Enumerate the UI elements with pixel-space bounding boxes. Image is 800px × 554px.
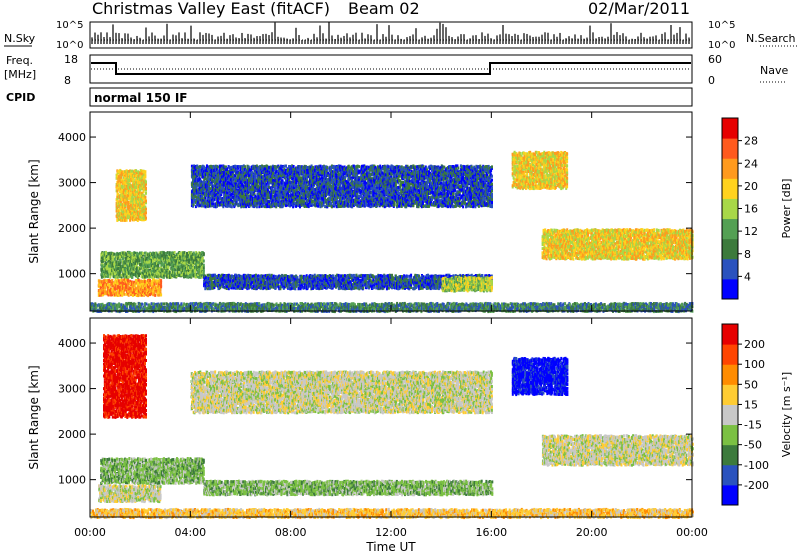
echo-cell xyxy=(406,275,408,278)
date-label: 02/Mar/2011 xyxy=(588,0,690,18)
echo-cell xyxy=(149,279,151,282)
echo-cell xyxy=(113,253,115,256)
echo-cell xyxy=(201,195,203,198)
echo-cell xyxy=(203,264,205,267)
echo-cell xyxy=(333,275,335,278)
echo-cell xyxy=(251,285,253,288)
nsearch-tick-bottom: 10^0 xyxy=(708,40,735,51)
echo-cell xyxy=(477,274,479,277)
echo-cell xyxy=(198,268,200,271)
echo-cell xyxy=(168,266,170,269)
echo-cell xyxy=(130,290,132,293)
echo-cell xyxy=(203,252,205,255)
echo-cell xyxy=(213,203,215,206)
echo-cell xyxy=(157,264,159,267)
echo-cell xyxy=(142,252,144,255)
echo-cell xyxy=(316,287,318,290)
echo-cell xyxy=(351,275,353,278)
echo-cell xyxy=(353,274,355,277)
echo-cell xyxy=(388,287,390,290)
echo-cell xyxy=(160,284,162,287)
echo-cell xyxy=(317,274,319,277)
echo-cell xyxy=(332,285,334,288)
freq-tick-top: 18 xyxy=(64,53,78,66)
nsky-label: N.Sky xyxy=(4,32,36,45)
freq-label: Freq. xyxy=(6,54,33,67)
nsky-tick-bottom: 10^0 xyxy=(56,40,83,51)
echo-cell xyxy=(160,279,162,282)
echo-cell xyxy=(300,287,302,290)
echo-cell xyxy=(342,277,344,280)
figure-title: Christmas Valley East (fitACF) xyxy=(92,0,330,18)
echo-cell xyxy=(154,294,156,297)
nsearch-tick-top: 10^5 xyxy=(708,20,735,31)
nsky-panel-frame xyxy=(90,22,692,48)
nsky-trace xyxy=(92,22,690,44)
radar-figure: Christmas Valley East (fitACF) Beam 02 0… xyxy=(0,0,800,554)
echo-cell xyxy=(135,282,137,285)
echo-cell xyxy=(366,285,368,288)
echo-cell xyxy=(342,275,344,278)
echo-cell xyxy=(135,287,137,290)
echo-cell xyxy=(128,294,130,297)
nave-label: Nave xyxy=(760,64,788,77)
echo-cell xyxy=(342,287,344,290)
echo-cell xyxy=(491,280,493,283)
echo-cell xyxy=(120,259,122,262)
echo-cell xyxy=(158,294,160,297)
nave-tick-bottom: 0 xyxy=(708,74,715,87)
echo-cell xyxy=(467,277,469,280)
echo-cell xyxy=(373,275,375,278)
freq-tick-bottom: 8 xyxy=(64,74,71,87)
echo-cell xyxy=(219,286,221,289)
echo-cell xyxy=(273,275,275,278)
nsky-tick-top: 10^5 xyxy=(56,20,83,31)
echo-cell xyxy=(205,205,207,208)
echo-cell xyxy=(228,287,230,290)
echo-cell xyxy=(160,293,162,296)
echo-cell xyxy=(105,251,107,254)
echo-cell xyxy=(362,287,364,290)
echo-cell xyxy=(202,257,204,260)
freq-trace xyxy=(91,63,691,74)
echo-cell xyxy=(131,276,133,279)
echo-cell xyxy=(229,280,231,283)
echo-cell xyxy=(203,260,205,263)
echo-cell xyxy=(137,294,139,297)
freq-unit: [MHz] xyxy=(4,68,36,81)
echo-cell xyxy=(123,293,125,296)
echo-cell xyxy=(491,276,493,279)
echo-cell xyxy=(410,274,412,277)
echo-cell xyxy=(174,251,176,254)
echo-cell xyxy=(491,283,493,286)
echo-cell xyxy=(215,172,217,175)
beam-label: Beam 02 xyxy=(348,0,420,18)
cpid-value: normal 150 IF xyxy=(94,91,188,105)
echo-cell xyxy=(178,271,180,274)
nave-tick-top: 60 xyxy=(708,53,722,66)
echo-cell xyxy=(135,279,137,282)
cpid-label: CPID xyxy=(6,91,35,104)
nsearch-label: N.Search xyxy=(746,32,796,45)
echo-cell xyxy=(108,279,110,282)
